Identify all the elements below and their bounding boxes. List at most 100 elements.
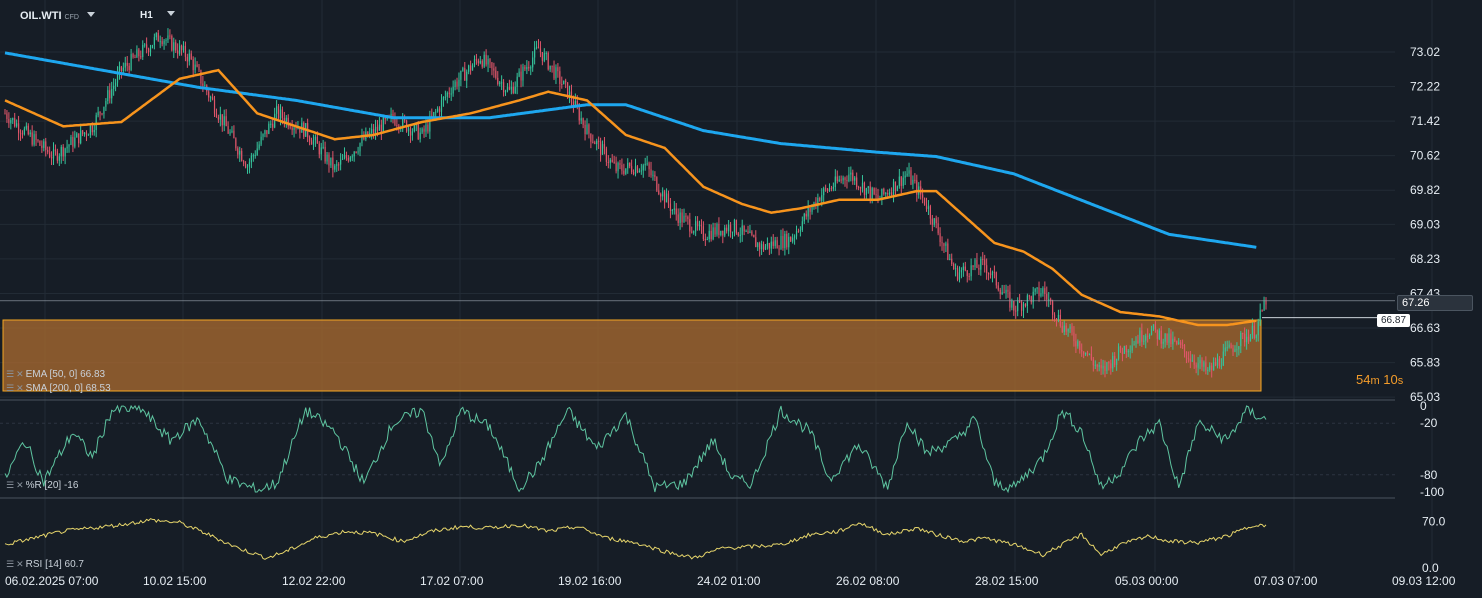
candle-body bbox=[435, 111, 437, 113]
candle-body bbox=[37, 140, 39, 142]
candle-body bbox=[326, 154, 328, 162]
candle-body bbox=[1057, 314, 1060, 321]
time-axis[interactable]: 06.02.2025 07:00 10.02 15:00 12.02 22:00 17… bbox=[5, 574, 1456, 588]
timer-m-unit: m bbox=[1370, 375, 1380, 387]
candle-body bbox=[1112, 355, 1114, 369]
candle-body bbox=[76, 133, 78, 138]
candle-body bbox=[935, 218, 937, 224]
candle-body bbox=[728, 224, 730, 232]
candle-body bbox=[861, 182, 864, 189]
settings-icon[interactable]: ☰ bbox=[6, 559, 15, 569]
timeframe-selector[interactable]: H1 bbox=[140, 10, 175, 21]
candle-body bbox=[153, 37, 155, 46]
candle-body bbox=[1088, 353, 1091, 355]
price-tick-label: 66.63 bbox=[1410, 321, 1440, 335]
candle-body bbox=[762, 244, 765, 250]
candle-body bbox=[625, 168, 627, 174]
candle-body bbox=[811, 207, 813, 212]
candle-body bbox=[485, 54, 487, 65]
price-tick-label: 70.62 bbox=[1410, 149, 1440, 163]
legend-sma[interactable]: ☰ ✕ SMA [200, 0] 68.53 bbox=[6, 383, 111, 394]
candle-body bbox=[951, 258, 953, 265]
candle-body bbox=[646, 163, 648, 165]
candle-body bbox=[619, 163, 621, 165]
candle-body bbox=[382, 117, 384, 133]
candle-body bbox=[580, 118, 582, 121]
candle-body bbox=[929, 206, 931, 219]
candle-body bbox=[70, 136, 72, 145]
candle-body bbox=[852, 172, 854, 181]
candle-body bbox=[1052, 301, 1054, 315]
candle-body bbox=[1108, 362, 1110, 364]
symbol-selector[interactable]: OIL.WTI CFD bbox=[20, 10, 95, 22]
candle-body bbox=[1230, 344, 1232, 349]
candle-body bbox=[856, 177, 858, 187]
candle-body bbox=[793, 236, 796, 238]
candle-body bbox=[751, 231, 753, 236]
candle-body bbox=[576, 100, 578, 108]
candle-body bbox=[473, 59, 476, 66]
candle-body bbox=[671, 209, 673, 212]
candle-body bbox=[679, 212, 681, 223]
candle-body bbox=[743, 225, 745, 232]
candle-body bbox=[299, 127, 301, 133]
close-icon[interactable]: ✕ bbox=[16, 480, 24, 490]
legend-wr-text: %R [20] -16 bbox=[25, 480, 79, 491]
candle-body bbox=[128, 65, 130, 71]
candle-body bbox=[180, 45, 183, 51]
close-icon[interactable]: ✕ bbox=[16, 369, 24, 379]
candle-body bbox=[1083, 351, 1085, 355]
candle-body bbox=[233, 130, 235, 139]
candle-body bbox=[111, 88, 113, 99]
time-tick-label: 24.02 01:00 bbox=[697, 574, 761, 588]
legend-ema[interactable]: ☰ ✕ EMA [50, 0] 66.83 bbox=[6, 369, 105, 380]
settings-icon[interactable]: ☰ bbox=[6, 383, 15, 393]
candle-body bbox=[373, 129, 375, 135]
candle-body bbox=[1114, 355, 1116, 365]
candle-body bbox=[896, 186, 898, 191]
candle-body bbox=[58, 156, 60, 161]
candle-body bbox=[722, 230, 724, 236]
candle-body bbox=[716, 223, 718, 235]
candle-body bbox=[142, 44, 144, 57]
candle-body bbox=[274, 113, 276, 128]
candle-body bbox=[1166, 333, 1168, 343]
candle-body bbox=[642, 165, 644, 171]
candle-body bbox=[221, 114, 223, 126]
candle-body bbox=[347, 157, 349, 161]
candle-body bbox=[524, 66, 526, 70]
price-tick-label: 65.03 bbox=[1410, 390, 1440, 404]
candle-body bbox=[252, 155, 254, 157]
legend-wr[interactable]: ☰ ✕ %R [20] -16 bbox=[6, 480, 78, 491]
candle-body bbox=[83, 132, 86, 134]
time-tick-label: 26.02 08:00 bbox=[836, 574, 900, 588]
candle-body bbox=[986, 265, 988, 274]
candle-body bbox=[427, 124, 429, 132]
close-icon[interactable]: ✕ bbox=[16, 559, 24, 569]
settings-icon[interactable]: ☰ bbox=[6, 369, 15, 379]
candle-body bbox=[650, 169, 652, 176]
wr-line bbox=[4, 404, 1267, 494]
candle-body bbox=[184, 45, 187, 57]
time-tick-label: 05.03 00:00 bbox=[1115, 574, 1179, 588]
candle-body bbox=[825, 188, 827, 190]
time-tick-label: 12.02 22:00 bbox=[282, 574, 346, 588]
candle-body bbox=[735, 220, 737, 234]
legend-rsi-text: RSI [14] 60.7 bbox=[25, 559, 84, 570]
candle-body bbox=[454, 81, 456, 87]
price-axis[interactable]: 73.0272.2271.4270.6269.8269.0368.2367.43… bbox=[1410, 45, 1440, 404]
settings-icon[interactable]: ☰ bbox=[6, 480, 15, 490]
candle-body bbox=[45, 141, 47, 150]
candle-body bbox=[840, 179, 842, 181]
close-icon[interactable]: ✕ bbox=[16, 383, 24, 393]
candle-body bbox=[281, 109, 284, 119]
support-zone[interactable] bbox=[2, 319, 1262, 392]
candle-body bbox=[330, 157, 332, 166]
candle-body bbox=[6, 113, 8, 120]
candle-body bbox=[124, 62, 126, 68]
candle-body bbox=[1036, 287, 1038, 289]
candle-body bbox=[890, 192, 893, 196]
legend-rsi[interactable]: ☰ ✕ RSI [14] 60.7 bbox=[6, 559, 84, 570]
time-tick-label: 17.02 07:00 bbox=[420, 574, 484, 588]
